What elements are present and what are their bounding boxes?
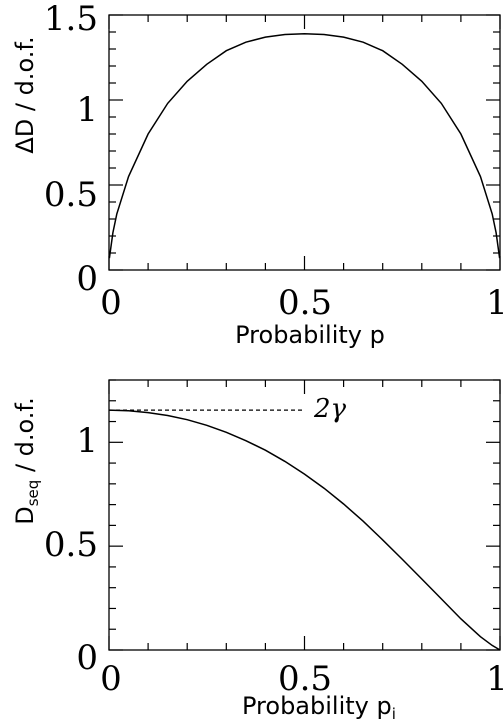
top-chart: 0 0.5 1 1.5 0 0.5 1 Probability p ΔD / d… — [11, 0, 503, 349]
bottom-x-tick-label-1: 0.5 — [278, 659, 332, 699]
bottom-y-axis-label-sub: seq — [24, 480, 42, 507]
bottom-y-tick-label-2: 1 — [76, 421, 98, 461]
top-minor-ticks — [108, 14, 501, 271]
top-y-tick-label-3: 1.5 — [44, 0, 98, 39]
bottom-x-tick-label-2: 1 — [486, 659, 503, 699]
top-plot-frame — [108, 14, 501, 271]
bottom-y-axis-label: Dseq / d.o.f. — [11, 397, 42, 525]
bottom-x-tick-label-0: 0 — [100, 659, 122, 699]
top-y-tick-label-2: 1 — [76, 90, 98, 130]
two-gamma-annotation: 2γ — [313, 394, 347, 424]
bottom-plot-frame — [108, 379, 501, 651]
top-y-axis-label: ΔD / d.o.f. — [11, 36, 39, 153]
top-x-tick-label-0: 0 — [100, 283, 122, 323]
top-series-line — [108, 32, 501, 259]
bottom-y-tick-label-1: 0.5 — [44, 525, 98, 565]
top-y-tick-label-0: 0 — [76, 259, 98, 299]
bottom-x-axis-label-main: Probability p — [242, 692, 392, 720]
bottom-x-axis-label: Probability pi — [242, 692, 396, 721]
bottom-y-axis-label-rest: / d.o.f. — [11, 397, 39, 479]
bottom-x-axis-label-sub: i — [392, 705, 396, 721]
top-y-axis-label-symbol: ΔD — [11, 119, 39, 154]
top-x-tick-label-1: 0.5 — [278, 283, 332, 323]
top-y-tick-label-1: 0.5 — [44, 175, 98, 215]
bottom-minor-ticks — [108, 379, 501, 651]
bottom-chart: 2γ 0 0.5 1 0 0.5 1 Probability pi Dseq /… — [11, 379, 503, 721]
bottom-y-axis-label-main: D — [11, 506, 39, 524]
bottom-series-line — [108, 409, 501, 651]
top-x-tick-label-2: 1 — [486, 283, 503, 323]
top-y-axis-label-unit: / d.o.f. — [11, 36, 39, 118]
top-x-axis-label: Probability p — [235, 321, 385, 349]
bottom-y-tick-label-0: 0 — [76, 638, 98, 678]
